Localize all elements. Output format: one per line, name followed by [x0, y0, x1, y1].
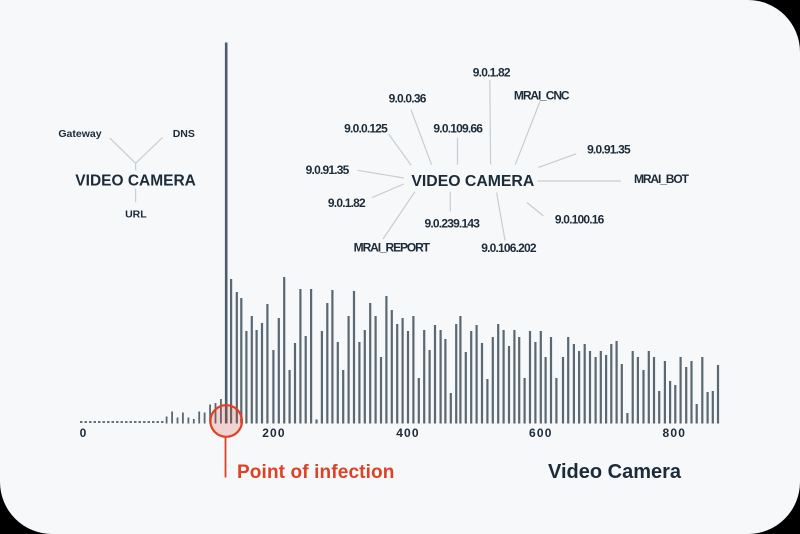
- svg-text:9.0.91.35: 9.0.91.35: [587, 143, 631, 157]
- svg-text:0: 0: [80, 426, 88, 440]
- svg-text:9.0.1.82: 9.0.1.82: [473, 65, 511, 79]
- svg-text:9.0.0.125: 9.0.0.125: [344, 122, 388, 136]
- svg-text:800: 800: [662, 426, 686, 440]
- svg-text:Video Camera: Video Camera: [548, 461, 682, 483]
- svg-text:400: 400: [396, 426, 420, 440]
- svg-text:600: 600: [529, 426, 553, 440]
- svg-text:DNS: DNS: [173, 128, 195, 140]
- svg-text:MRAI_REPORT: MRAI_REPORT: [354, 240, 431, 254]
- svg-text:URL: URL: [125, 209, 147, 221]
- svg-text:9.0.106.202: 9.0.106.202: [481, 241, 537, 255]
- svg-text:200: 200: [262, 426, 286, 440]
- svg-text:9.0.109.66: 9.0.109.66: [433, 122, 483, 136]
- svg-text:9.0.100.16: 9.0.100.16: [555, 212, 605, 226]
- svg-text:9.0.239.143: 9.0.239.143: [425, 217, 481, 231]
- svg-text:MRAI_CNC: MRAI_CNC: [514, 89, 570, 103]
- svg-text:MRAI_BOT: MRAI_BOT: [634, 172, 690, 186]
- svg-text:9.0.1.82: 9.0.1.82: [328, 196, 366, 210]
- svg-text:9.0.0.36: 9.0.0.36: [389, 92, 427, 106]
- svg-text:9.0.91.35: 9.0.91.35: [306, 163, 350, 177]
- svg-text:VIDEO CAMERA: VIDEO CAMERA: [411, 173, 534, 190]
- svg-text:Gateway: Gateway: [58, 128, 101, 140]
- svg-text:Point of infection: Point of infection: [237, 462, 395, 483]
- svg-text:VIDEO CAMERA: VIDEO CAMERA: [75, 172, 196, 189]
